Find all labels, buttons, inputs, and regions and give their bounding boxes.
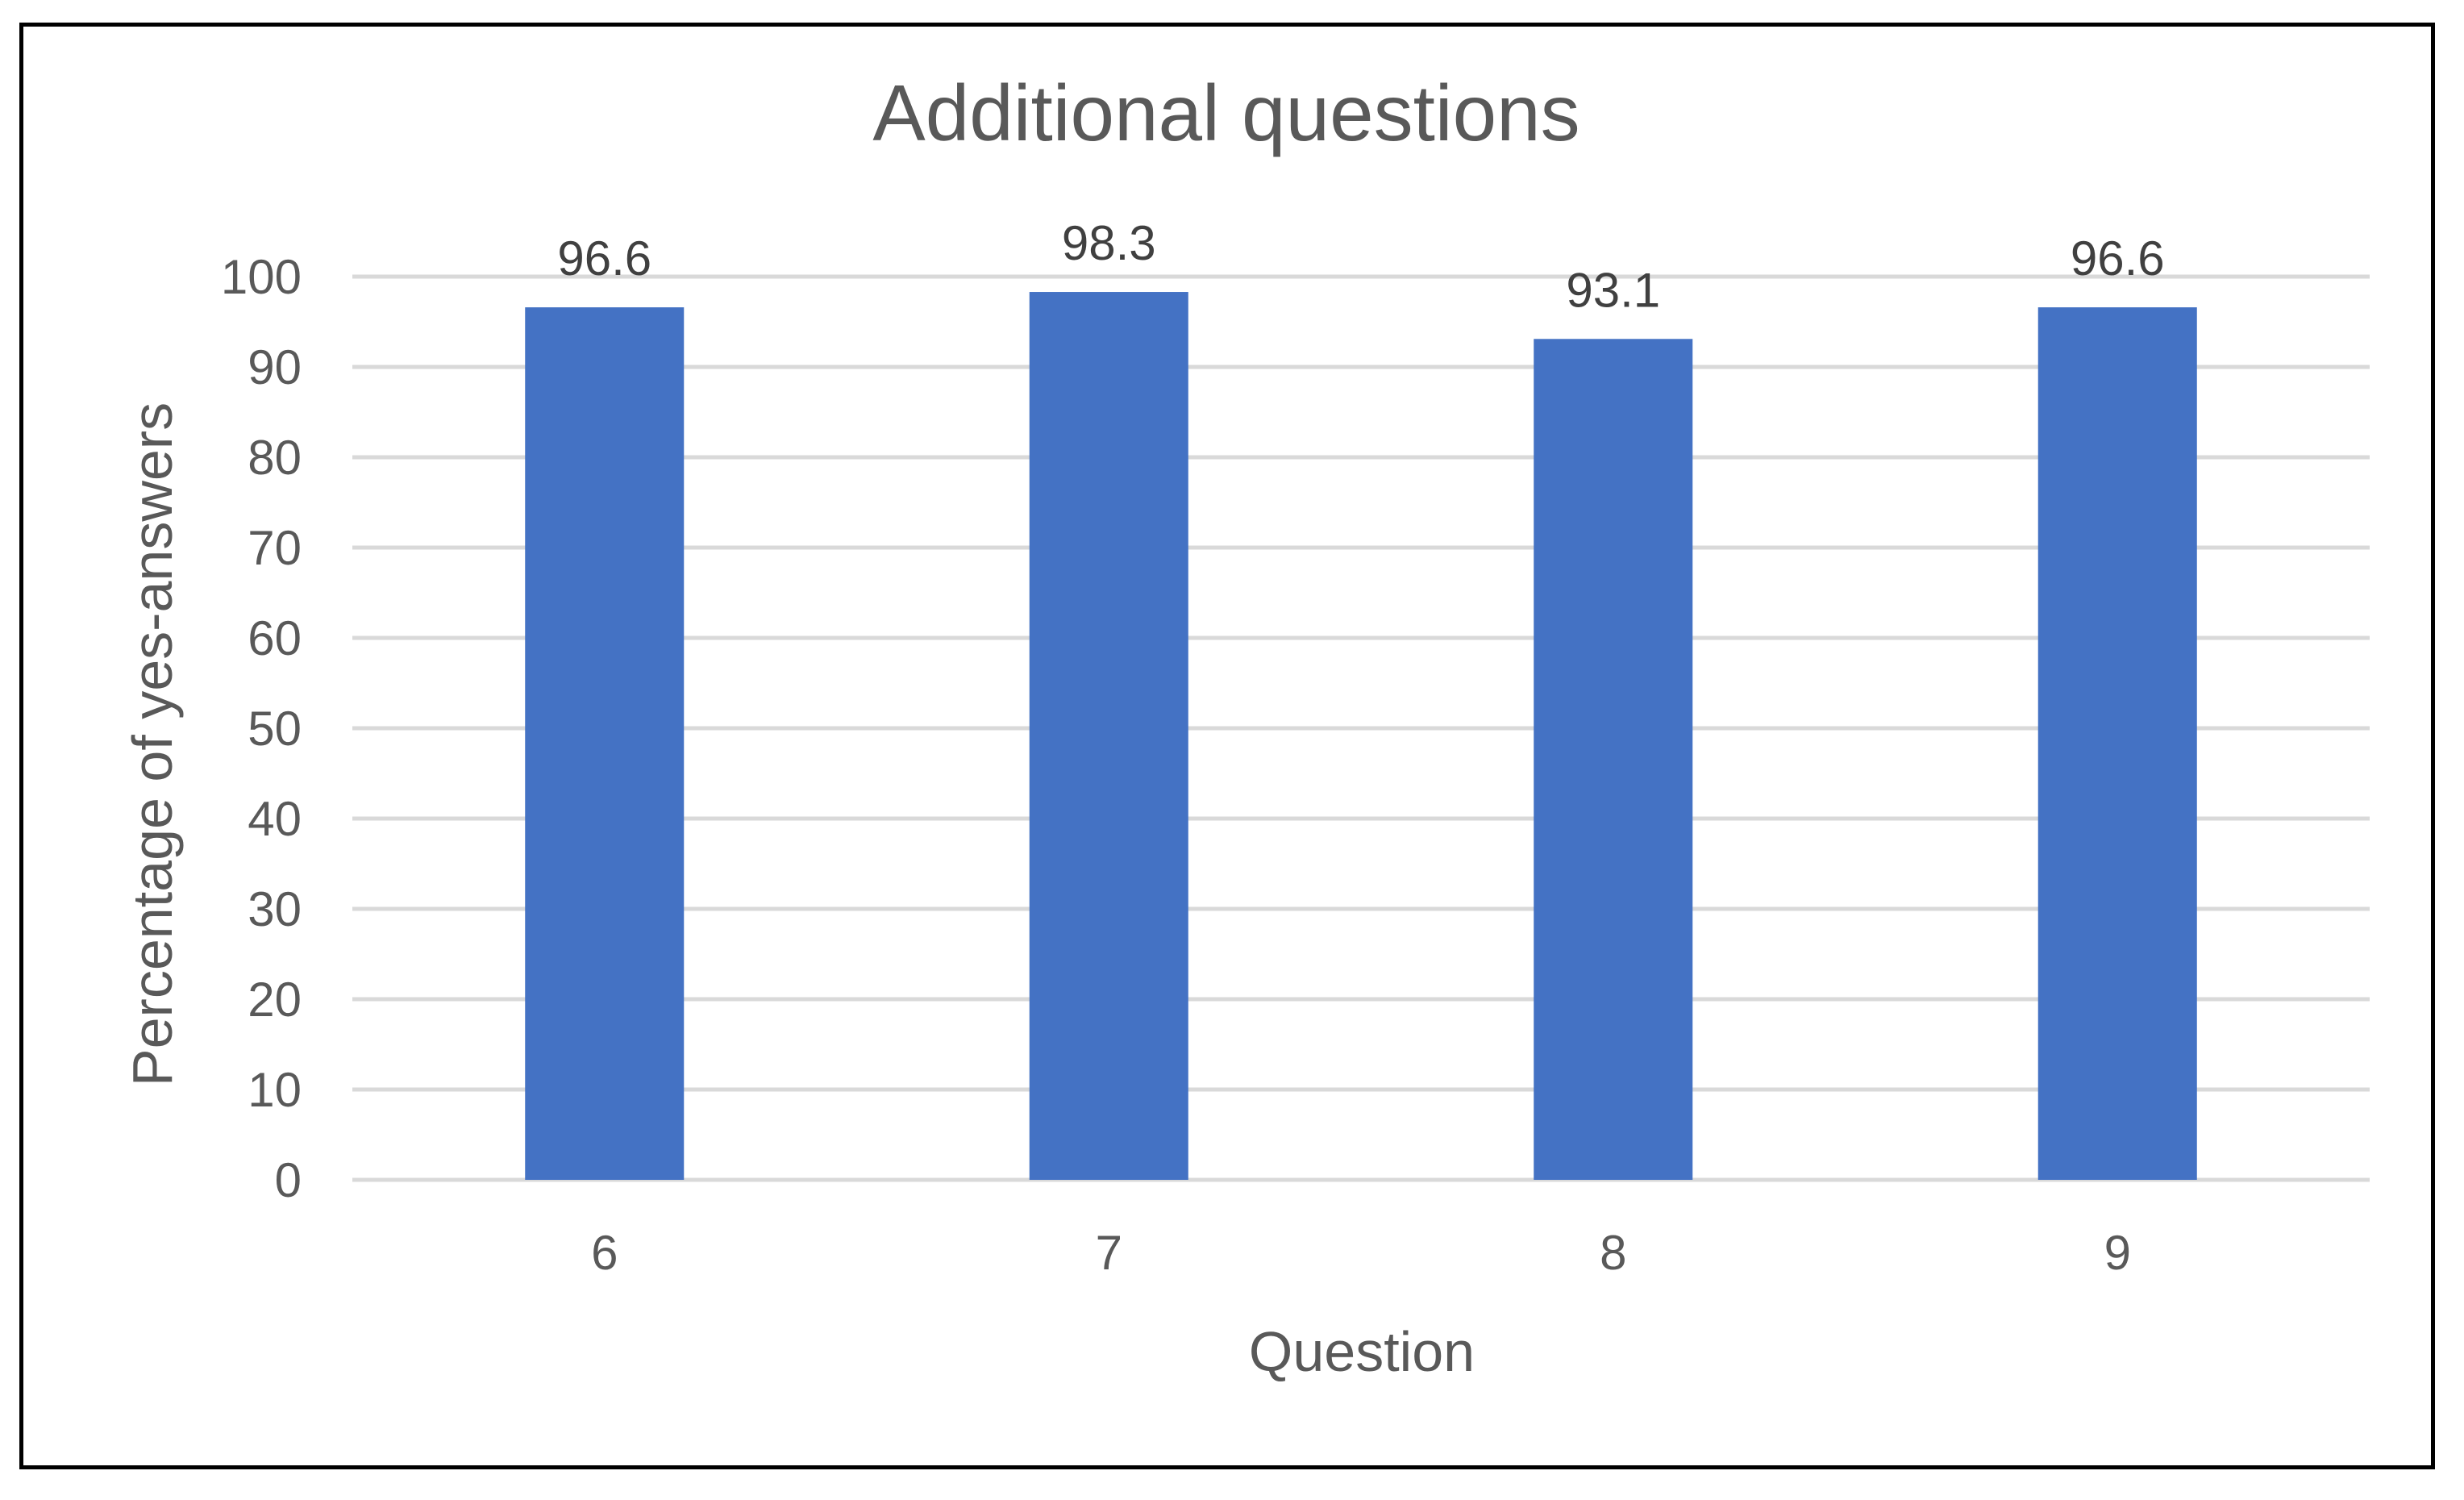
chart-title: Additional questions [872, 69, 1580, 157]
y-tick-label: 50 [248, 702, 302, 756]
y-tick-label: 90 [248, 340, 302, 394]
y-tick-label: 60 [248, 611, 302, 665]
data-label: 98.3 [1062, 216, 1156, 270]
bar [525, 307, 685, 1181]
bar [1029, 292, 1188, 1180]
chart-frame: Additional questions 0 10 20 30 40 50 60 70 80 90… [19, 23, 2435, 1469]
data-label: 96.6 [557, 231, 651, 285]
y-tick-label: 30 [248, 882, 302, 936]
bar-chart: Additional questions 0102030405060708090… [121, 69, 2370, 1383]
data-label: 96.6 [2071, 231, 2165, 285]
x-tick-label: 6 [591, 1226, 618, 1280]
x-axis-ticks: 6 7 8 9 [591, 1226, 2131, 1280]
bar [2037, 307, 2197, 1181]
x-tick-label: 7 [1096, 1226, 1122, 1280]
y-tick-label: 40 [248, 792, 302, 846]
y-tick-label: 20 [248, 973, 302, 1027]
y-axis-ticks: 0 10 20 30 40 50 60 70 80 90 100 [221, 250, 302, 1207]
y-tick-label: 80 [248, 431, 302, 485]
x-tick-label: 8 [1600, 1226, 1626, 1280]
data-labels: 96.6 98.3 93.1 96.6 [557, 216, 2164, 317]
grid-lines [352, 274, 2370, 1182]
bar [1534, 339, 1693, 1180]
data-label: 93.1 [1566, 263, 1660, 317]
y-tick-label: 70 [248, 521, 302, 575]
x-tick-label: 9 [2104, 1226, 2131, 1280]
y-tick-label: 100 [221, 250, 302, 304]
y-tick-label: 10 [248, 1063, 302, 1117]
y-axis-label: Percentage of yes-answers [121, 402, 184, 1086]
bars [525, 292, 2197, 1181]
x-axis-label: Question [1249, 1320, 1475, 1383]
y-tick-label: 0 [275, 1153, 302, 1207]
